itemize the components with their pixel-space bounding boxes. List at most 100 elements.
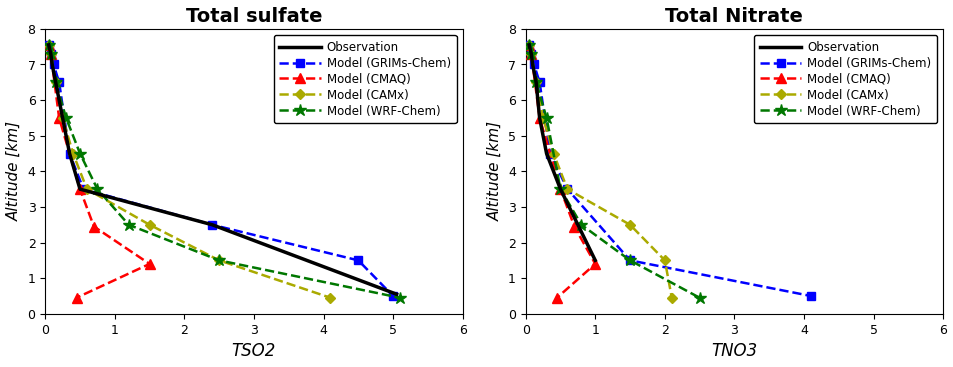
Legend: Observation, Model (GRIMs-Chem), Model (CMAQ), Model (CAMx), Model (WRF-Chem): Observation, Model (GRIMs-Chem), Model (…: [274, 35, 456, 123]
Model (GRIMs-Chem): [623, 258, 635, 262]
Observation: [47, 62, 58, 67]
Model (GRIMs-Chem): [528, 62, 539, 67]
Observation: [555, 187, 566, 191]
Observation: [589, 258, 600, 262]
Observation: [534, 116, 545, 120]
Model (GRIMs-Chem): [64, 151, 75, 156]
Model (CAMx): [561, 187, 573, 191]
Observation: [50, 80, 61, 84]
Line: Observation: Observation: [49, 45, 396, 294]
Model (CMAQ): [555, 187, 566, 191]
Observation: [526, 62, 537, 67]
Model (WRF-Chem): [525, 52, 537, 56]
Model (GRIMs-Chem): [48, 62, 59, 67]
Model (CAMx): [43, 43, 54, 47]
Model (CMAQ): [43, 43, 54, 47]
Model (CMAQ): [88, 224, 99, 229]
Model (CAMx): [537, 116, 548, 120]
Model (CAMx): [530, 80, 541, 84]
Model (CAMx): [68, 151, 79, 156]
Model (GRIMs-Chem): [544, 151, 556, 156]
Model (GRIMs-Chem): [804, 294, 816, 298]
Model (CAMx): [213, 258, 225, 262]
Model (CAMx): [45, 52, 56, 56]
Model (WRF-Chem): [693, 295, 704, 300]
Observation: [53, 98, 65, 102]
Observation: [43, 43, 54, 47]
Model (WRF-Chem): [555, 187, 566, 191]
X-axis label: TNO3: TNO3: [711, 342, 757, 360]
Line: Model (CAMx): Model (CAMx): [525, 41, 675, 301]
Model (GRIMs-Chem): [561, 187, 573, 191]
Observation: [391, 292, 402, 297]
Model (WRF-Chem): [60, 116, 71, 120]
Line: Model (CAMx): Model (CAMx): [45, 41, 334, 301]
Model (CAMx): [659, 258, 670, 262]
Line: Model (CMAQ): Model (CMAQ): [524, 40, 599, 303]
Model (WRF-Chem): [623, 258, 635, 262]
Model (CAMx): [324, 295, 335, 300]
Model (CMAQ): [53, 116, 65, 120]
Model (CAMx): [623, 222, 635, 227]
Observation: [525, 52, 537, 56]
Model (CAMx): [57, 116, 69, 120]
Model (WRF-Chem): [123, 222, 134, 227]
X-axis label: TSO2: TSO2: [232, 342, 275, 360]
Model (GRIMs-Chem): [45, 52, 56, 56]
Line: Model (WRF-Chem): Model (WRF-Chem): [522, 39, 705, 304]
Line: Model (WRF-Chem): Model (WRF-Chem): [42, 39, 406, 304]
Model (GRIMs-Chem): [525, 52, 537, 56]
Model (CMAQ): [144, 262, 155, 266]
Observation: [540, 151, 552, 156]
Model (WRF-Chem): [530, 80, 541, 84]
Model (CMAQ): [551, 295, 562, 300]
Model (WRF-Chem): [213, 258, 225, 262]
Legend: Observation, Model (GRIMs-Chem), Model (CMAQ), Model (CAMx), Model (WRF-Chem): Observation, Model (GRIMs-Chem), Model (…: [753, 35, 936, 123]
Title: Total sulfate: Total sulfate: [186, 7, 322, 26]
Model (CAMx): [665, 295, 677, 300]
Line: Model (CMAQ): Model (CMAQ): [44, 40, 154, 303]
Model (GRIMs-Chem): [206, 222, 217, 227]
Observation: [64, 151, 75, 156]
Model (CMAQ): [523, 43, 535, 47]
Model (CMAQ): [71, 295, 82, 300]
Model (WRF-Chem): [394, 295, 405, 300]
Model (GRIMs-Chem): [43, 43, 54, 47]
Model (WRF-Chem): [50, 80, 61, 84]
Model (WRF-Chem): [45, 52, 56, 56]
Model (CMAQ): [45, 52, 56, 56]
Model (WRF-Chem): [91, 187, 103, 191]
Model (GRIMs-Chem): [353, 258, 364, 262]
Model (CAMx): [525, 52, 537, 56]
Line: Model (GRIMs-Chem): Model (GRIMs-Chem): [524, 41, 814, 300]
Model (CMAQ): [525, 52, 537, 56]
Model (GRIMs-Chem): [523, 43, 535, 47]
Observation: [523, 43, 535, 47]
Model (CMAQ): [74, 187, 86, 191]
Model (CMAQ): [534, 116, 545, 120]
Model (CAMx): [81, 187, 92, 191]
Observation: [206, 222, 217, 227]
Model (CAMx): [523, 43, 535, 47]
Observation: [530, 80, 541, 84]
Model (WRF-Chem): [43, 43, 54, 47]
Model (WRF-Chem): [575, 222, 586, 227]
Model (WRF-Chem): [74, 151, 86, 156]
Model (GRIMs-Chem): [53, 80, 65, 84]
Line: Model (GRIMs-Chem): Model (GRIMs-Chem): [45, 41, 396, 300]
Model (CMAQ): [568, 224, 579, 229]
Line: Observation: Observation: [529, 45, 595, 260]
Title: Total Nitrate: Total Nitrate: [665, 7, 802, 26]
Model (GRIMs-Chem): [78, 187, 90, 191]
Model (CAMx): [547, 151, 558, 156]
Model (CAMx): [144, 222, 155, 227]
Model (GRIMs-Chem): [387, 294, 398, 298]
Model (CMAQ): [589, 262, 600, 266]
Observation: [45, 52, 56, 56]
Model (CAMx): [50, 80, 61, 84]
Y-axis label: Altitude [km]: Altitude [km]: [487, 121, 502, 221]
Model (WRF-Chem): [540, 116, 552, 120]
Y-axis label: Altitude [km]: Altitude [km]: [7, 121, 22, 221]
Observation: [74, 187, 86, 191]
Model (GRIMs-Chem): [534, 80, 545, 84]
